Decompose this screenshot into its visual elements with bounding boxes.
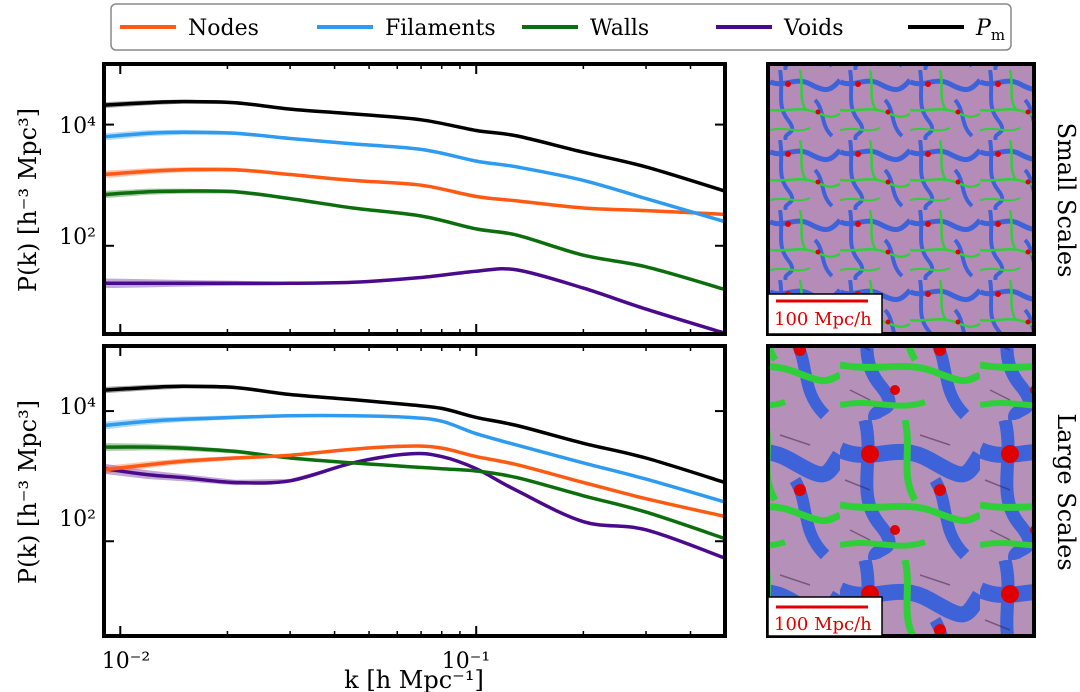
xtick-label-1e-1: 10⁻¹: [442, 649, 490, 674]
ytick-label-bottom-1e4: 10⁴: [59, 395, 96, 420]
density-map-large-scales: 100 Mpc/h Large Scales: [766, 344, 1080, 638]
legend-label-nodes: Nodes: [188, 16, 259, 41]
bottom-line-filaments: [102, 413, 727, 504]
bottom-line-p-m: [102, 384, 727, 485]
top-band-walls: [104, 188, 353, 209]
plot-small-scales: 10⁴ 10² P(k) [h⁻³ Mpc³]: [14, 62, 727, 336]
legend: Nodes Filaments Walls Voids Pm: [110, 3, 1012, 51]
density-map-large-frame: [766, 344, 1036, 638]
top-line-filaments: [102, 130, 727, 224]
bottom-line-nodes: [102, 444, 727, 519]
bottom-line-voids: [102, 451, 727, 560]
bottom-band-filaments: [104, 414, 353, 430]
legend-label-walls: Walls: [590, 16, 649, 41]
ylabel-bottom: P(k) [h⁻³ Mpc³]: [14, 400, 42, 584]
density-map-small-frame: [766, 62, 1036, 336]
ylabel-top: P(k) [h⁻³ Mpc³]: [14, 108, 42, 292]
legend-label-filaments: Filaments: [385, 16, 496, 41]
panel-label-small-scales: Small Scales: [1052, 123, 1080, 278]
top-line-nodes: [102, 167, 727, 217]
scale-bar-label-top: 100 Mpc/h: [774, 309, 872, 330]
plot-large-scales: 10⁴ 10² P(k) [h⁻³ Mpc³] 10⁻² 10⁻¹ k [h M…: [14, 344, 727, 692]
scale-bar-box-bottom: [767, 596, 883, 637]
ytick-label-top-1e2: 10²: [59, 225, 96, 250]
ytick-label-bottom-1e2: 10²: [59, 507, 96, 532]
panel-label-large-scales: Large Scales: [1052, 413, 1080, 570]
bottom-line-walls: [102, 445, 727, 541]
xlabel: k [h Mpc⁻¹]: [344, 666, 484, 692]
density-map-large-fill: [768, 346, 1034, 636]
top-line-walls: [102, 189, 727, 292]
top-line-voids: [102, 267, 727, 336]
density-map-small-fill: [768, 64, 1034, 334]
density-map-small-scales: 100 Mpc/h Small Scales: [766, 62, 1080, 336]
top-line-p-m: [102, 99, 727, 193]
scale-bar-label-bottom: 100 Mpc/h: [774, 614, 872, 635]
xtick-label-1e-2: 10⁻²: [102, 649, 150, 674]
plot-frame-bottom: [102, 344, 727, 638]
plot-frame-top: [102, 62, 727, 336]
ytick-label-top-1e4: 10⁴: [59, 114, 96, 139]
legend-label-voids: Voids: [783, 16, 844, 41]
